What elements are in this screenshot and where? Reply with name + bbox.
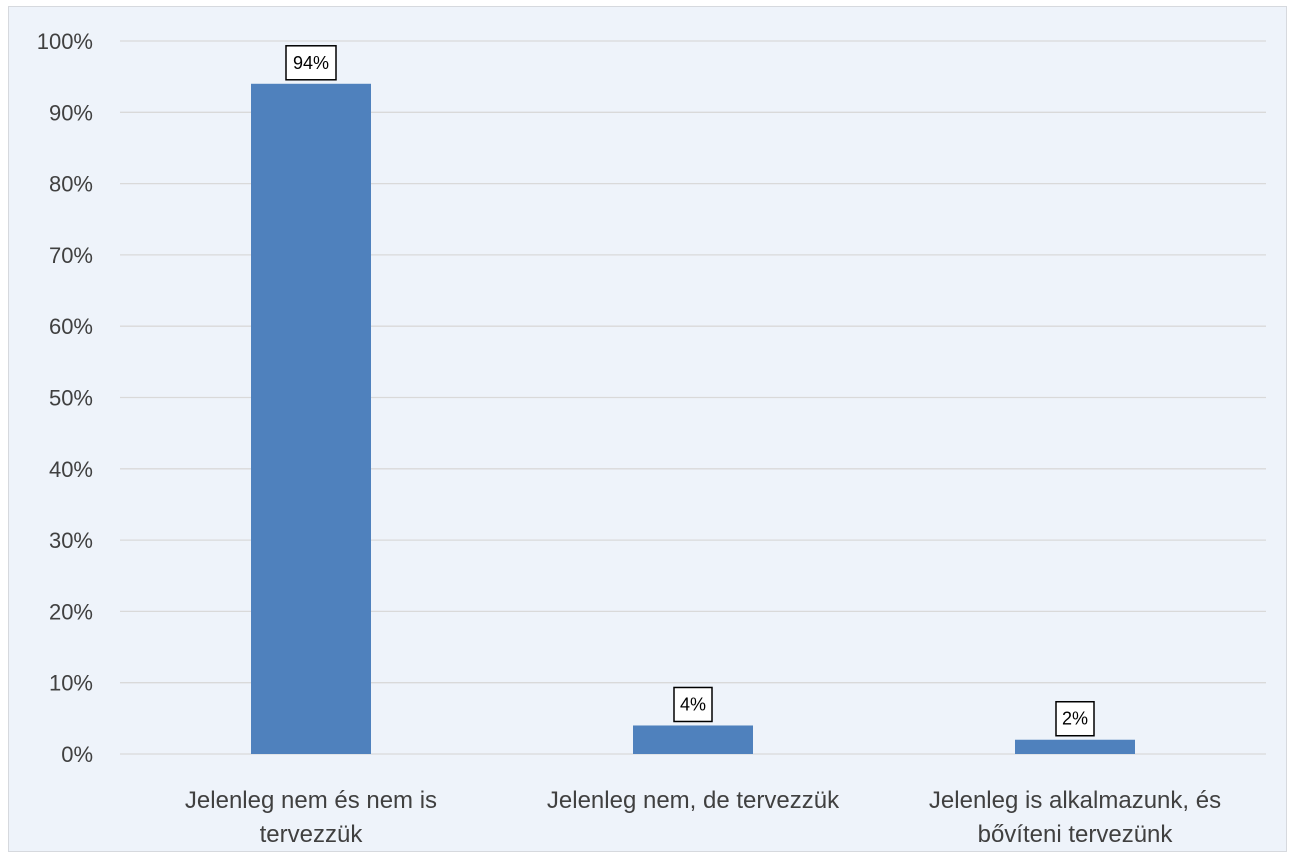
y-tick-label: 30% [49, 528, 93, 553]
y-tick-label: 60% [49, 314, 93, 339]
data-label: 2% [1055, 700, 1095, 737]
data-label: 4% [673, 686, 713, 723]
bars [251, 83, 1135, 754]
category-label: Jelenleg is alkalmazunk, és bővíteni terv… [929, 787, 1221, 848]
bar [633, 725, 753, 754]
y-tick-label: 80% [49, 172, 93, 197]
y-tick-label: 20% [49, 599, 93, 624]
category-label: Jelenleg nem, de tervezzük [547, 787, 840, 814]
data-label-box [1055, 700, 1095, 737]
data-label-text: 4% [680, 694, 706, 714]
bar-chart: 0% 10% 20% 30% 40% 50% 60% 70% 80% 90% 100% 94% 4% 2… [37, 29, 1266, 848]
y-tick-label: 0% [61, 742, 93, 767]
y-tick-label: 70% [49, 243, 93, 268]
y-tick-label: 90% [49, 100, 93, 125]
data-label-box [285, 45, 337, 81]
y-tick-label: 100% [37, 29, 93, 54]
x-axis-category-labels: Jelenleg nem és nem is tervezzük Jelenleg … [185, 787, 1221, 848]
data-label-text: 2% [1062, 709, 1088, 729]
y-tick-label: 50% [49, 386, 93, 411]
bar [251, 83, 371, 754]
data-label-text: 94% [293, 53, 329, 73]
category-label: Jelenleg nem és nem is tervezzük [185, 787, 437, 848]
chart-frame: 0% 10% 20% 30% 40% 50% 60% 70% 80% 90% 100% 94% 4% 2… [8, 6, 1287, 852]
bar [1015, 739, 1135, 754]
y-axis-tick-labels: 0% 10% 20% 30% 40% 50% 60% 70% 80% 90% 100% [37, 29, 93, 767]
data-labels: 94% 4% 2% [285, 45, 1095, 737]
y-tick-label: 40% [49, 457, 93, 482]
data-label: 94% [285, 45, 337, 81]
data-label-box [673, 686, 713, 723]
y-tick-label: 10% [49, 671, 93, 696]
